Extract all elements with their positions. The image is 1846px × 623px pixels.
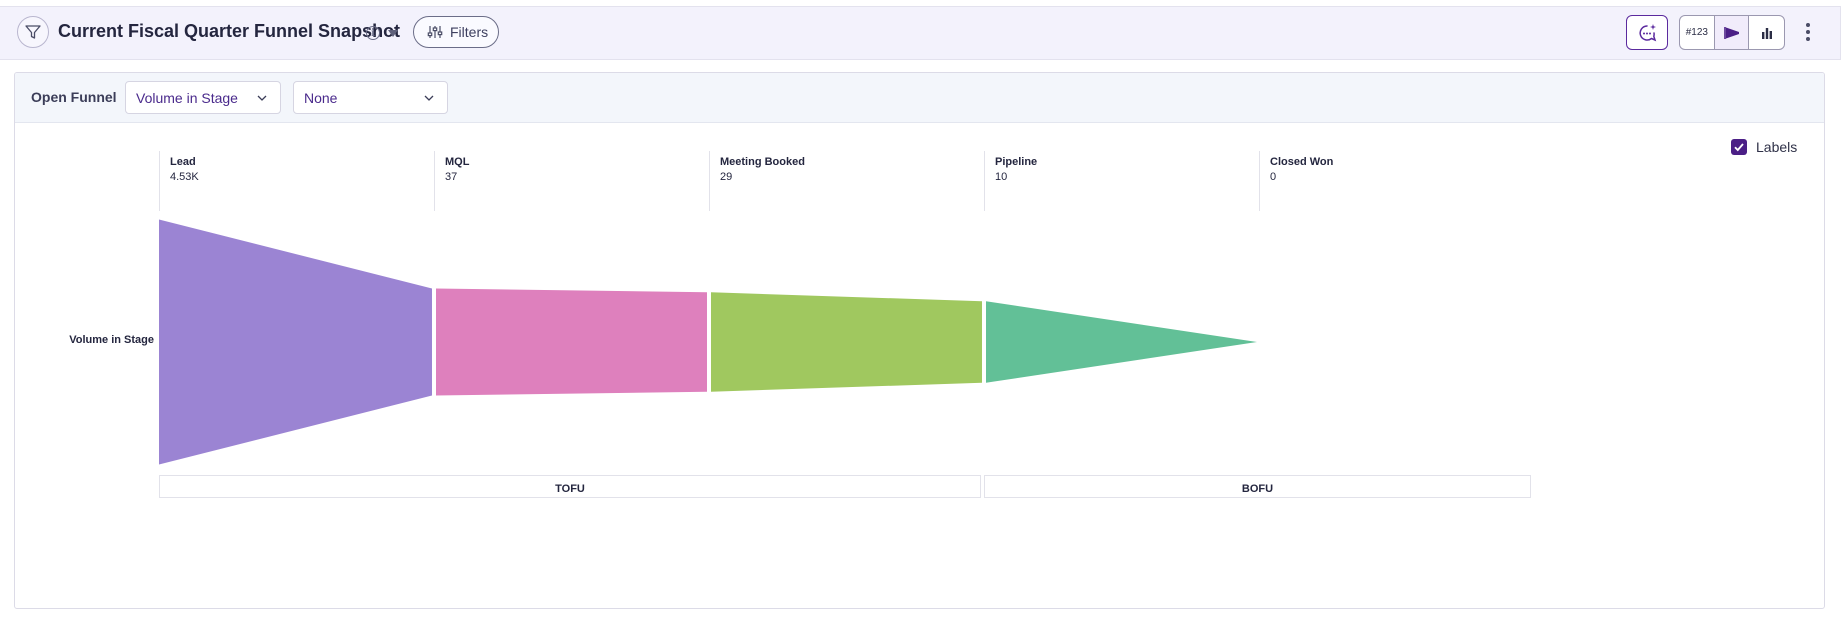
funnel-segment-pipeline <box>986 301 1257 383</box>
stage-name-label: Lead <box>170 156 196 168</box>
funnel-chart: Lead 4.53K MQL 37 Meeting Booked 29 Pipeline 10… <box>69 151 1531 498</box>
more-dot <box>1806 37 1810 41</box>
funnel-segment-mql <box>436 288 707 396</box>
caret-down-icon[interactable] <box>388 30 398 37</box>
dashboard-header: Current Fiscal Quarter Funnel Snapshot i… <box>0 6 1841 60</box>
stage-value-label: 29 <box>720 171 732 183</box>
group-label: BOFU <box>1242 483 1273 495</box>
breakdown-select[interactable]: None <box>293 81 448 114</box>
bar-chart-icon <box>1761 27 1772 39</box>
more-dot <box>1806 23 1810 27</box>
stage-value-label: 10 <box>995 171 1007 183</box>
ai-chat-button[interactable] <box>1626 15 1668 50</box>
stage-name-label: Meeting Booked <box>720 156 805 168</box>
more-vertical-icon[interactable] <box>1800 17 1816 47</box>
funnel-segment-lead <box>159 219 432 465</box>
number-format-label: #123 <box>1685 27 1708 38</box>
chevron-down-icon <box>257 95 267 101</box>
funnel-chart-button[interactable] <box>1714 16 1750 49</box>
stage-name-label: MQL <box>445 156 470 168</box>
number-format-button[interactable]: #123 <box>1680 16 1715 49</box>
labels-toggle[interactable]: Labels <box>1731 139 1797 155</box>
bar-chart-button[interactable] <box>1749 16 1784 49</box>
filters-label: Filters <box>450 24 489 40</box>
funnel-icon-glyph <box>25 25 41 39</box>
funnel-chart-icon <box>1723 26 1739 39</box>
sliders-icon <box>427 26 443 38</box>
labels-toggle-label: Labels <box>1756 139 1798 155</box>
stage-name-label: Closed Won <box>1270 156 1334 168</box>
funnel-card: Open Funnel Volume in Stage None Lead 4.5… <box>14 72 1825 609</box>
measure-select[interactable]: Volume in Stage <box>125 81 281 114</box>
more-dot <box>1806 30 1810 34</box>
group-label: TOFU <box>555 483 585 495</box>
page-title: Current Fiscal Quarter Funnel Snapshot <box>58 21 401 41</box>
stage-value-label: 0 <box>1270 171 1276 183</box>
checkmark-icon <box>1734 143 1744 152</box>
chevron-down-icon <box>424 95 434 101</box>
labels-checkbox[interactable] <box>1731 139 1747 155</box>
funnel-segment-meeting-booked <box>711 292 982 392</box>
card-toolbar: Open Funnel Volume in Stage None <box>15 73 1824 123</box>
measure-select-value: Volume in Stage <box>136 89 238 106</box>
open-funnel-label: Open Funnel <box>31 89 117 105</box>
stage-value-label: 37 <box>445 171 457 183</box>
ai-chat-icon <box>1639 23 1657 41</box>
stage-name-label: Pipeline <box>995 156 1037 168</box>
stage-value-label: 4.53K <box>170 171 199 183</box>
funnel-icon[interactable] <box>17 16 49 48</box>
breakdown-select-value: None <box>304 89 338 106</box>
row-label: Volume in Stage <box>69 334 154 346</box>
view-toggle-group: #123 <box>1679 15 1785 50</box>
filters-button[interactable]: Filters <box>413 16 499 48</box>
info-icon[interactable]: i <box>366 26 380 40</box>
